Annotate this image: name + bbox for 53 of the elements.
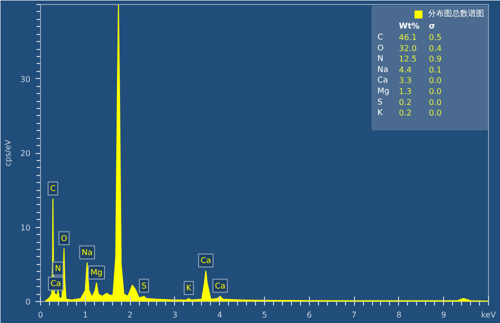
annotation: N <box>377 54 384 64</box>
x-tick-label: 1 <box>82 310 88 320</box>
annotation: Ca <box>200 256 212 266</box>
x-tick-label: 7 <box>352 310 357 320</box>
annotation: 0.0 <box>428 98 442 107</box>
x-tick-label: 6 <box>306 310 312 320</box>
annotation: 0.1 <box>428 65 442 74</box>
annotation: 12.5 <box>398 54 417 64</box>
annotation: 1.3 <box>398 87 412 96</box>
x-tick-label: 4 <box>217 310 222 320</box>
annotation: 0.0 <box>428 76 442 86</box>
x-tick-label: 3 <box>172 310 178 320</box>
annotation: 0.2 <box>398 108 412 118</box>
x-tick-label: 8 <box>396 310 402 320</box>
annotation: K <box>186 284 192 293</box>
annotation: Mg <box>377 86 390 96</box>
annotation: 4.4 <box>398 65 412 74</box>
annotation: O <box>60 234 68 243</box>
annotation: Ca <box>377 76 388 85</box>
y-tick-label: 20 <box>20 149 31 158</box>
annotation: K <box>377 108 384 118</box>
annotation: σ <box>428 22 436 31</box>
annotation: O <box>377 43 384 52</box>
x-tick-label: 2 <box>128 310 133 320</box>
annotation: 46.1 <box>398 33 417 42</box>
annotation: 32.0 <box>398 44 417 53</box>
annotation: 0.9 <box>428 54 442 64</box>
x-tick-label: keV <box>481 310 496 320</box>
annotation: Ca <box>50 279 62 288</box>
annotation: Wt% <box>398 22 420 31</box>
annotation: S <box>377 97 382 106</box>
annotation: Na <box>377 64 388 74</box>
annotation: Ca <box>214 281 226 290</box>
annotation: N <box>54 264 61 274</box>
x-tick-label: 9 <box>441 310 446 320</box>
annotation: 0.5 <box>428 33 442 42</box>
annotation: 0.0 <box>428 87 442 96</box>
annotation: 3.3 <box>398 76 412 86</box>
annotation: S <box>141 281 147 290</box>
annotation: 0.4 <box>428 44 442 53</box>
annotation: Na <box>82 248 93 257</box>
annotation: 0.0 <box>428 108 442 118</box>
annotation: Mg <box>90 268 102 277</box>
annotation: 0.2 <box>398 98 412 107</box>
y-tick-label: 10 <box>20 223 31 232</box>
y-axis-title: cps/eV <box>3 139 12 166</box>
x-tick-label: 5 <box>262 310 268 320</box>
legend-label: 分布图总数谱图 <box>428 8 484 19</box>
y-tick-label: 0 <box>25 298 31 306</box>
x-tick-label: 0 <box>38 310 44 320</box>
annotation: C <box>50 184 56 194</box>
annotation: C <box>377 32 384 42</box>
y-tick-label: 30 <box>20 74 31 84</box>
